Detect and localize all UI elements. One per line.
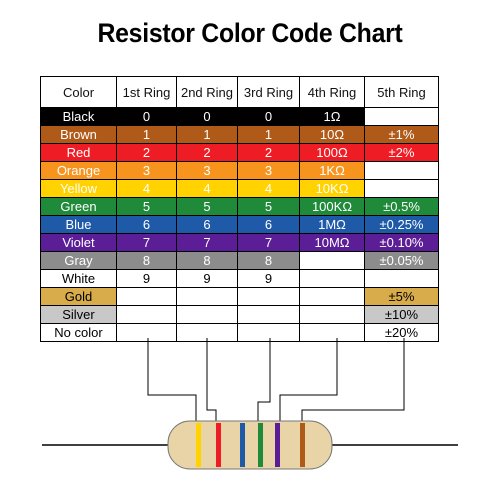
- resistor-body: [167, 420, 333, 470]
- ring-2-value-cell: [176, 305, 238, 324]
- ring-3-value-cell: [237, 323, 300, 342]
- header-5th-ring: 5th Ring: [364, 76, 439, 108]
- ring-1-value-cell: 3: [116, 161, 177, 180]
- color-code-table: Color 1st Ring 2nd Ring 3rd Ring 4th Rin…: [40, 76, 439, 342]
- color-name-cell: Gray: [40, 251, 117, 270]
- color-name-cell: White: [40, 269, 117, 288]
- ring-3-value-cell: 9: [237, 269, 300, 288]
- ring-1-value-cell: 8: [116, 251, 177, 270]
- ring-4-value-cell: 1KΩ: [299, 161, 365, 180]
- ring-1-value-cell: [116, 287, 177, 306]
- ring-1-value-cell: 4: [116, 179, 177, 198]
- color-name-cell: Silver: [40, 305, 117, 324]
- header-1st-ring: 1st Ring: [116, 76, 177, 108]
- color-name-cell: Orange: [40, 161, 117, 180]
- resistor-band: [240, 423, 245, 467]
- ring-5-value-cell: ±20%: [364, 323, 439, 342]
- ring-5-value-cell: ±0.5%: [364, 197, 439, 216]
- ring-4-value-cell: [299, 251, 365, 270]
- ring-3-value-cell: [237, 305, 300, 324]
- ring-3-value-cell: 0: [237, 107, 300, 126]
- ring-1-value-cell: 5: [116, 197, 177, 216]
- table-row: White 9 9 9: [40, 269, 439, 288]
- table-row: Violet 7 7 7 10MΩ ±0.10%: [40, 233, 439, 252]
- color-name-cell: Blue: [40, 215, 117, 234]
- ring-4-value-cell: [299, 305, 365, 324]
- table-row: No color ±20%: [40, 323, 439, 342]
- table-header-row: Color 1st Ring 2nd Ring 3rd Ring 4th Rin…: [40, 76, 439, 108]
- pointer-line: [147, 338, 197, 423]
- color-name-cell: Violet: [40, 233, 117, 252]
- pointer-line: [301, 338, 405, 423]
- ring-1-value-cell: 2: [116, 143, 177, 162]
- ring-5-value-cell: ±2%: [364, 143, 439, 162]
- ring-2-value-cell: 4: [176, 179, 238, 198]
- ring-5-value-cell: ±5%: [364, 287, 439, 306]
- resistor-band: [300, 423, 305, 467]
- ring-4-value-cell: 10Ω: [299, 125, 365, 144]
- header-color: Color: [40, 76, 117, 108]
- ring-1-value-cell: 6: [116, 215, 177, 234]
- ring-2-value-cell: 0: [176, 107, 238, 126]
- ring-5-value-cell: [364, 179, 439, 198]
- header-4th-ring: 4th Ring: [299, 76, 365, 108]
- header-3rd-ring: 3rd Ring: [237, 76, 300, 108]
- ring-4-value-cell: 10MΩ: [299, 233, 365, 252]
- ring-1-value-cell: [116, 323, 177, 342]
- color-name-cell: Red: [40, 143, 117, 162]
- ring-3-value-cell: 6: [237, 215, 300, 234]
- table-row: Gold ±5%: [40, 287, 439, 306]
- table-row: Orange 3 3 3 1KΩ: [40, 161, 439, 180]
- color-name-cell: Yellow: [40, 179, 117, 198]
- resistor-band: [196, 423, 201, 467]
- ring-5-value-cell: ±0.10%: [364, 233, 439, 252]
- chart-title: Resistor Color Code Chart: [97, 18, 403, 48]
- table-row: Black 0 0 0 1Ω: [40, 107, 439, 126]
- resistor-band: [216, 423, 221, 467]
- ring-5-value-cell: [364, 107, 439, 126]
- resistor-band: [275, 423, 280, 467]
- ring-3-value-cell: 7: [237, 233, 300, 252]
- resistor-band: [258, 423, 263, 467]
- pointer-line: [257, 338, 271, 423]
- color-name-cell: No color: [40, 323, 117, 342]
- table-row: Silver ±10%: [40, 305, 439, 324]
- ring-5-value-cell: ±10%: [364, 305, 439, 324]
- ring-2-value-cell: 9: [176, 269, 238, 288]
- ring-2-value-cell: [176, 323, 238, 342]
- pointer-line: [206, 338, 217, 423]
- ring-1-value-cell: 7: [116, 233, 177, 252]
- ring-3-value-cell: 4: [237, 179, 300, 198]
- ring-5-value-cell: ±0.25%: [364, 215, 439, 234]
- pointer-line: [279, 338, 338, 423]
- ring-3-value-cell: 3: [237, 161, 300, 180]
- ring-4-value-cell: 1Ω: [299, 107, 365, 126]
- ring-5-value-cell: [364, 269, 439, 288]
- ring-4-value-cell: [299, 269, 365, 288]
- ring-1-value-cell: 0: [116, 107, 177, 126]
- ring-2-value-cell: [176, 287, 238, 306]
- ring-4-value-cell: [299, 287, 365, 306]
